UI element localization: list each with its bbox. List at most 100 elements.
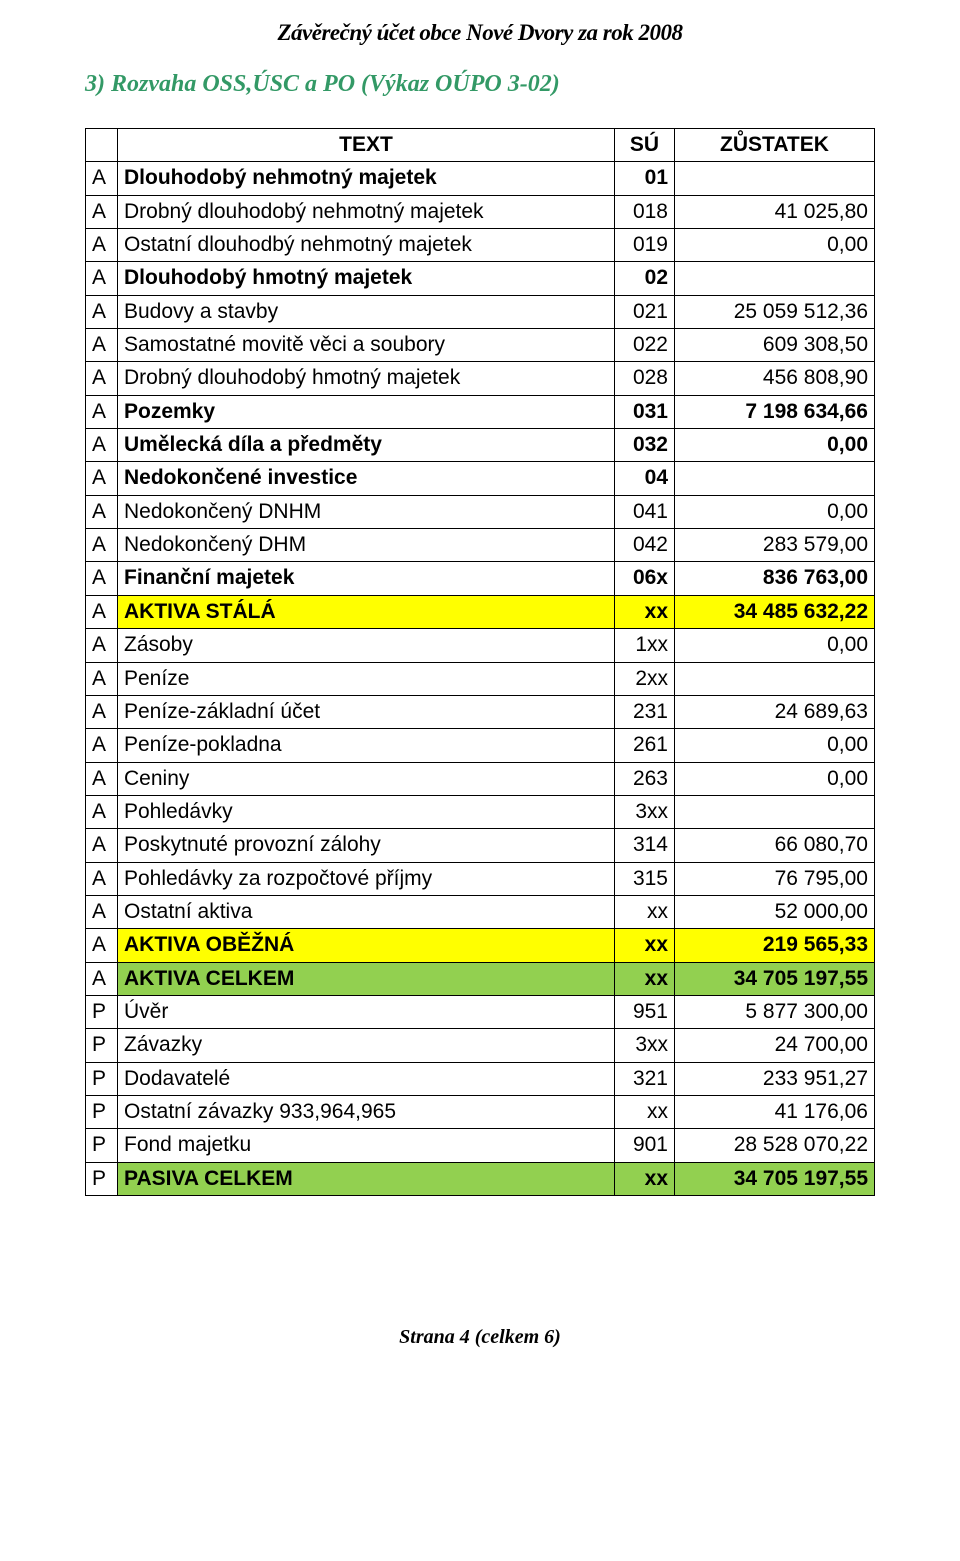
cell-marker: A xyxy=(86,662,118,695)
cell-text: Finanční majetek xyxy=(118,562,615,595)
cell-val xyxy=(675,662,875,695)
cell-text: Nedokončené investice xyxy=(118,462,615,495)
cell-su: 018 xyxy=(615,195,675,228)
cell-text: Pozemky xyxy=(118,395,615,428)
table-row: APeníze2xx xyxy=(86,662,875,695)
table-row: PÚvěr9515 877 300,00 xyxy=(86,995,875,1028)
table-row: ANedokončený DNHM0410,00 xyxy=(86,495,875,528)
cell-su: 021 xyxy=(615,295,675,328)
table-row: APohledávky za rozpočtové příjmy31576 79… xyxy=(86,862,875,895)
cell-su: 022 xyxy=(615,329,675,362)
table-row: ANedokončený DHM042283 579,00 xyxy=(86,529,875,562)
cell-val: 34 705 197,55 xyxy=(675,1162,875,1195)
cell-su: 314 xyxy=(615,829,675,862)
cell-marker: A xyxy=(86,262,118,295)
cell-marker: P xyxy=(86,1095,118,1128)
cell-val xyxy=(675,162,875,195)
cell-su: 3xx xyxy=(615,795,675,828)
cell-text: Peníze xyxy=(118,662,615,695)
table-row: APohledávky3xx xyxy=(86,795,875,828)
cell-text: PASIVA CELKEM xyxy=(118,1162,615,1195)
cell-su: 2xx xyxy=(615,662,675,695)
cell-text: Ceniny xyxy=(118,762,615,795)
cell-su: xx xyxy=(615,962,675,995)
cell-text: Ostatní závazky 933,964,965 xyxy=(118,1095,615,1128)
cell-su: 261 xyxy=(615,729,675,762)
document-header: Závěrečný účet obce Nové Dvory za rok 20… xyxy=(85,20,875,46)
cell-val: 41 176,06 xyxy=(675,1095,875,1128)
cell-text: Úvěr xyxy=(118,995,615,1028)
cell-val: 283 579,00 xyxy=(675,529,875,562)
cell-marker: A xyxy=(86,962,118,995)
cell-marker: A xyxy=(86,162,118,195)
table-row: AAKTIVA CELKEMxx34 705 197,55 xyxy=(86,962,875,995)
cell-val: 34 485 632,22 xyxy=(675,595,875,628)
table-row: AOstatní dlouhodbý nehmotný majetek0190,… xyxy=(86,229,875,262)
cell-val xyxy=(675,262,875,295)
table-row: ADrobný dlouhodobý nehmotný majetek01841… xyxy=(86,195,875,228)
table-row: ACeniny2630,00 xyxy=(86,762,875,795)
cell-marker: P xyxy=(86,1162,118,1195)
cell-marker: A xyxy=(86,195,118,228)
cell-val: 233 951,27 xyxy=(675,1062,875,1095)
cell-su: 01 xyxy=(615,162,675,195)
table-row: ANedokončené investice04 xyxy=(86,462,875,495)
cell-su: 1xx xyxy=(615,629,675,662)
cell-su: 042 xyxy=(615,529,675,562)
cell-val: 5 877 300,00 xyxy=(675,995,875,1028)
th-val: ZŮSTATEK xyxy=(675,129,875,162)
cell-su: 231 xyxy=(615,695,675,728)
cell-val: 52 000,00 xyxy=(675,895,875,928)
cell-marker: A xyxy=(86,229,118,262)
cell-val: 7 198 634,66 xyxy=(675,395,875,428)
cell-marker: A xyxy=(86,329,118,362)
cell-su: xx xyxy=(615,1162,675,1195)
cell-text: Pohledávky za rozpočtové příjmy xyxy=(118,862,615,895)
cell-text: AKTIVA CELKEM xyxy=(118,962,615,995)
th-marker xyxy=(86,129,118,162)
cell-su: 06x xyxy=(615,562,675,595)
cell-val: 609 308,50 xyxy=(675,329,875,362)
cell-su: 901 xyxy=(615,1129,675,1162)
cell-val: 34 705 197,55 xyxy=(675,962,875,995)
cell-text: Drobný dlouhodobý nehmotný majetek xyxy=(118,195,615,228)
cell-val: 0,00 xyxy=(675,429,875,462)
cell-val xyxy=(675,462,875,495)
cell-marker: A xyxy=(86,729,118,762)
cell-su: 02 xyxy=(615,262,675,295)
cell-su: 028 xyxy=(615,362,675,395)
table-row: PFond majetku90128 528 070,22 xyxy=(86,1129,875,1162)
cell-marker: A xyxy=(86,862,118,895)
cell-text: Pohledávky xyxy=(118,795,615,828)
cell-marker: A xyxy=(86,929,118,962)
cell-su: 032 xyxy=(615,429,675,462)
cell-marker: A xyxy=(86,762,118,795)
cell-su: 3xx xyxy=(615,1029,675,1062)
cell-val: 456 808,90 xyxy=(675,362,875,395)
page: Závěrečný účet obce Nové Dvory za rok 20… xyxy=(0,0,960,1389)
cell-su: 951 xyxy=(615,995,675,1028)
cell-marker: P xyxy=(86,1129,118,1162)
cell-marker: A xyxy=(86,395,118,428)
cell-text: Fond majetku xyxy=(118,1129,615,1162)
cell-val: 0,00 xyxy=(675,729,875,762)
cell-val: 24 689,63 xyxy=(675,695,875,728)
cell-val: 219 565,33 xyxy=(675,929,875,962)
cell-val: 28 528 070,22 xyxy=(675,1129,875,1162)
cell-text: Drobný dlouhodobý hmotný majetek xyxy=(118,362,615,395)
cell-text: Dodavatelé xyxy=(118,1062,615,1095)
cell-su: 321 xyxy=(615,1062,675,1095)
cell-val: 76 795,00 xyxy=(675,862,875,895)
cell-marker: A xyxy=(86,829,118,862)
th-text: TEXT xyxy=(118,129,615,162)
cell-val: 0,00 xyxy=(675,629,875,662)
cell-su: 263 xyxy=(615,762,675,795)
table-row: ADlouhodobý hmotný majetek02 xyxy=(86,262,875,295)
cell-su: xx xyxy=(615,595,675,628)
cell-text: Dlouhodobý nehmotný majetek xyxy=(118,162,615,195)
page-footer: Strana 4 (celkem 6) xyxy=(85,1326,875,1349)
cell-marker: A xyxy=(86,695,118,728)
table-row: AAKTIVA OBĚŽNÁxx219 565,33 xyxy=(86,929,875,962)
cell-su: xx xyxy=(615,895,675,928)
section-title: 3) Rozvaha OSS,ÚSC a PO (Výkaz OÚPO 3-02… xyxy=(85,71,875,98)
